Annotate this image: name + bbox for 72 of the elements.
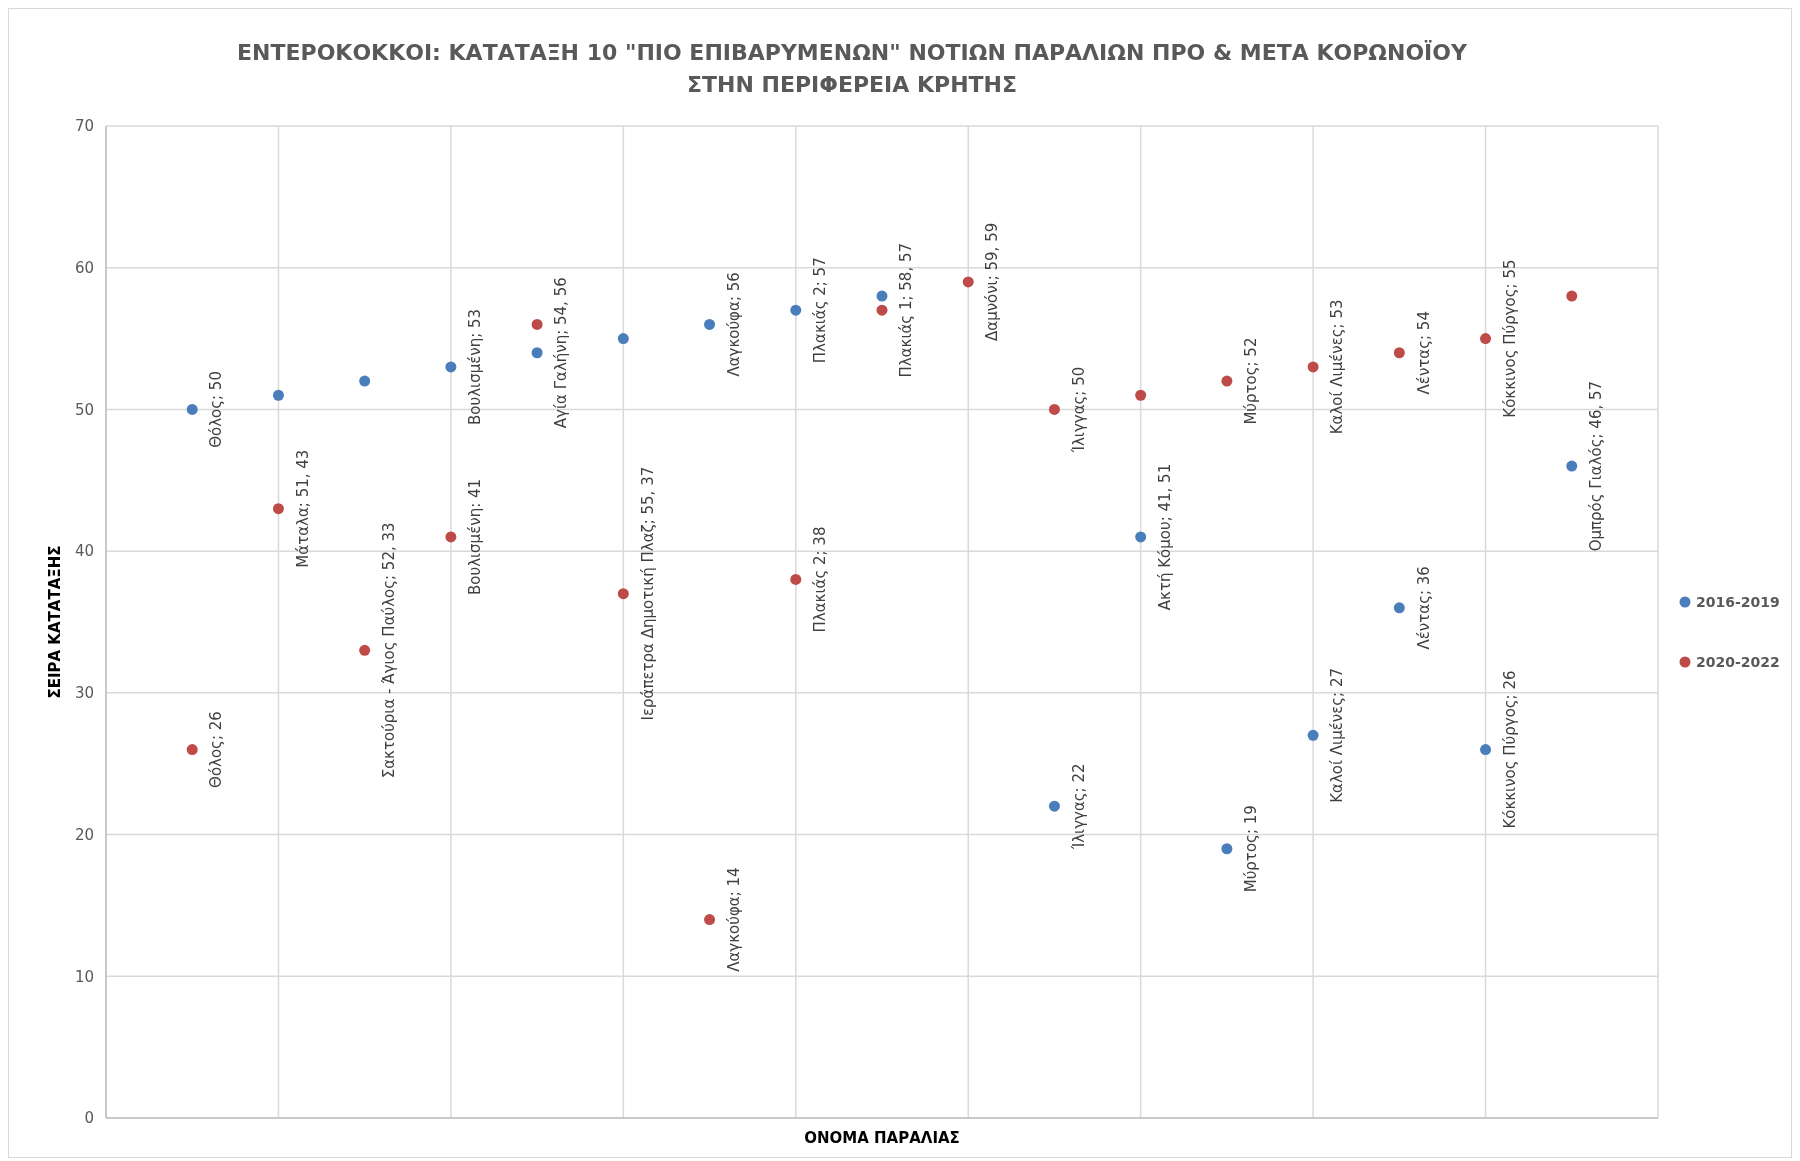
data-label: Μάταλα; 51, 43	[293, 449, 312, 568]
point	[272, 389, 284, 401]
point	[790, 304, 802, 316]
legend-label: 2016-2019	[1696, 593, 1780, 610]
data-label: Ακτή Κόμου; 41, 51	[1155, 463, 1174, 611]
point	[1566, 290, 1578, 302]
data-label: Ίλιγγας; 50	[1069, 366, 1088, 454]
point	[1307, 361, 1319, 373]
data-label: Λαγκούφα; 56	[724, 272, 743, 377]
y-tick-label: 10	[74, 967, 94, 986]
point	[186, 744, 198, 756]
point	[531, 347, 543, 359]
point	[1221, 375, 1233, 387]
data-label: Μύρτος; 19	[1242, 805, 1261, 893]
data-label: Σακτούρια - Άγιος Παύλος; 52, 33	[379, 522, 398, 779]
data-label: Κόκκινος Πύργος; 55	[1500, 259, 1519, 418]
data-label: Ίλιγγας; 22	[1069, 763, 1088, 850]
point	[876, 290, 888, 302]
data-label: Αγία Γαλήνη; 54, 56	[552, 277, 571, 429]
data-label: Πλακιάς 1; 58, 57	[897, 242, 916, 378]
y-tick-label: 40	[74, 542, 94, 561]
point	[617, 588, 629, 600]
data-label: Λέντας; 36	[1414, 566, 1433, 650]
point	[876, 304, 888, 316]
data-label: Λέντας; 54	[1414, 311, 1433, 395]
point	[1048, 403, 1060, 415]
data-label: Καλοί Λιμένες; 27	[1328, 667, 1347, 803]
point	[1566, 460, 1578, 472]
point	[272, 503, 284, 515]
data-label: Ιεράπετρα Δημοτική Πλαζ; 55, 37	[638, 466, 657, 721]
data-label: Ομπρός Γιαλός; 46, 57	[1587, 380, 1606, 552]
point	[1480, 333, 1492, 345]
point	[1393, 347, 1405, 359]
point	[1221, 843, 1233, 855]
point	[1135, 531, 1147, 543]
point	[704, 318, 716, 330]
point	[1480, 744, 1492, 756]
point	[186, 403, 198, 415]
data-label: Κόκκινος Πύργος; 26	[1500, 670, 1519, 829]
point	[445, 531, 457, 543]
point	[531, 318, 543, 330]
data-label: Θόλος; 50	[207, 371, 226, 448]
point	[704, 914, 716, 926]
data-label: Λαγκούφα; 14	[724, 867, 743, 972]
chart-title: ΕΝΤΕΡΟΚΟΚΚΟΙ: ΚΑΤΑΤΑΞΗ 10 "ΠΙΟ ΕΠΙΒΑΡΥΜΕΝΩΝ" ΝΟΤΙΩΝ ΠΑΡΑΛΙΩΝ ΠΡΟ & ΜΕΤΑ ΚΟΡΩΝΟΪΟΥ ΣΤΗΝ ΠΕΡΙΦΕΡΕΙΑ ΚΡΗΤΗΣ	[237, 40, 1468, 97]
data-label: Πλακιάς 2; 38	[811, 526, 830, 633]
y-tick-label: 60	[74, 258, 94, 277]
data-label: Βουλισμένη; 53	[466, 308, 485, 425]
y-tick-label: 70	[74, 117, 94, 136]
data-label: Βουλισμένη: 41	[466, 478, 485, 595]
point	[359, 375, 371, 387]
y-tick-label: 30	[74, 684, 94, 703]
y-tick-label: 0	[84, 1109, 94, 1128]
data-label: Πλακιάς 2; 57	[811, 257, 830, 364]
point	[962, 276, 974, 288]
point	[1393, 602, 1405, 614]
point	[359, 644, 371, 656]
legend-label: 2020-2022	[1696, 653, 1780, 670]
point	[1135, 389, 1147, 401]
y-tick-label: 50	[74, 400, 94, 419]
point	[1307, 729, 1319, 741]
y-axis-title: ΣΕΙΡΑ ΚΑΤΑΤΑΞΗΣ	[46, 545, 64, 699]
point	[445, 361, 457, 373]
x-axis-title: ΟΝΟΜΑ ΠΑΡΑΛΙΑΣ	[804, 1129, 960, 1147]
point	[617, 333, 629, 345]
data-label: Θόλος; 26	[207, 711, 226, 788]
data-label: Δαμνόνι; 59, 59	[983, 222, 1002, 342]
data-label: Καλοί Λιμένες; 53	[1328, 299, 1347, 435]
data-label: Μύρτος; 52	[1242, 337, 1261, 425]
point	[790, 573, 802, 585]
y-tick-label: 20	[74, 825, 94, 844]
point	[1048, 800, 1060, 812]
